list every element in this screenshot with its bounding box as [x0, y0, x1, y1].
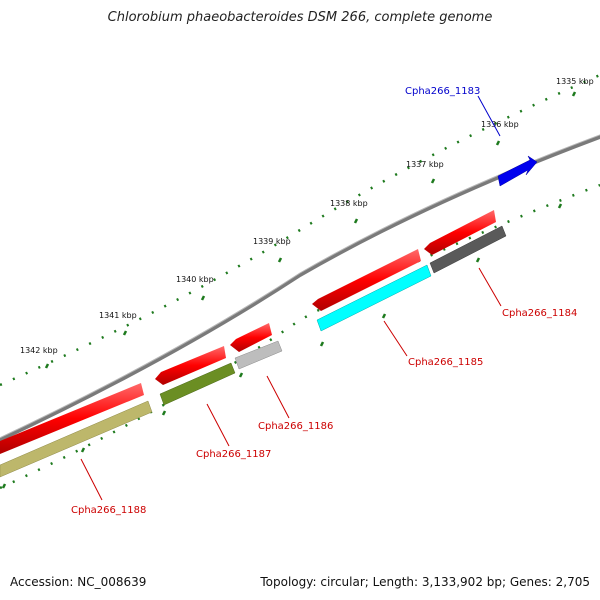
kbp-label: 1340 kbp — [176, 275, 214, 284]
gene-label-cpha266-1188: Cpha266_1188 — [71, 505, 146, 516]
kbp-label: 1341 kbp — [99, 311, 137, 320]
kbp-label: 1337 kbp — [406, 160, 444, 169]
genome-backbone-highlight — [0, 134, 600, 439]
gene-label-cpha266-1184: Cpha266_1184 — [502, 308, 577, 319]
cds-arrow[interactable] — [155, 346, 226, 385]
gene-callouts — [80, 267, 502, 501]
kbp-label: 1336 kbp — [481, 120, 519, 129]
genome-summary-text: Topology: circular; Length: 3,133,902 bp… — [260, 575, 590, 589]
gene-label-cpha266-1183: Cpha266_1183 — [405, 86, 480, 97]
inner-major-ticks — [1, 203, 563, 489]
gene-cpha266-1184[interactable] — [429, 225, 507, 274]
gene-cpha266-1183[interactable] — [497, 155, 538, 187]
gene-cpha266-1186[interactable] — [234, 340, 283, 370]
gene-label-cpha266-1185: Cpha266_1185 — [408, 357, 483, 368]
kbp-label: 1339 kbp — [253, 237, 291, 246]
cds-arrow[interactable] — [230, 323, 272, 352]
cds-arrow[interactable] — [0, 383, 144, 454]
gene-cpha266-1188[interactable] — [0, 400, 153, 478]
kbp-label: 1335 kbp — [556, 77, 594, 86]
gene-cpha266-1187[interactable] — [159, 362, 236, 406]
cds-arrow[interactable] — [424, 210, 496, 255]
kbp-label: 1342 kbp — [20, 346, 58, 355]
gene-cpha266-1185[interactable] — [316, 264, 432, 332]
outer-major-ticks — [44, 91, 577, 369]
genome-backbone — [0, 134, 600, 442]
accession-text: Accession: NC_008639 — [10, 575, 147, 589]
gene-label-cpha266-1187: Cpha266_1187 — [196, 449, 271, 460]
gene-label-cpha266-1186: Cpha266_1186 — [258, 421, 333, 432]
kbp-label: 1338 kbp — [330, 199, 368, 208]
gene-callout-line — [477, 95, 501, 137]
cds-arrow[interactable] — [312, 249, 421, 311]
outer-tick-track — [0, 73, 600, 387]
map-title: Chlorobium phaeobacteroides DSM 266, com… — [107, 10, 493, 25]
